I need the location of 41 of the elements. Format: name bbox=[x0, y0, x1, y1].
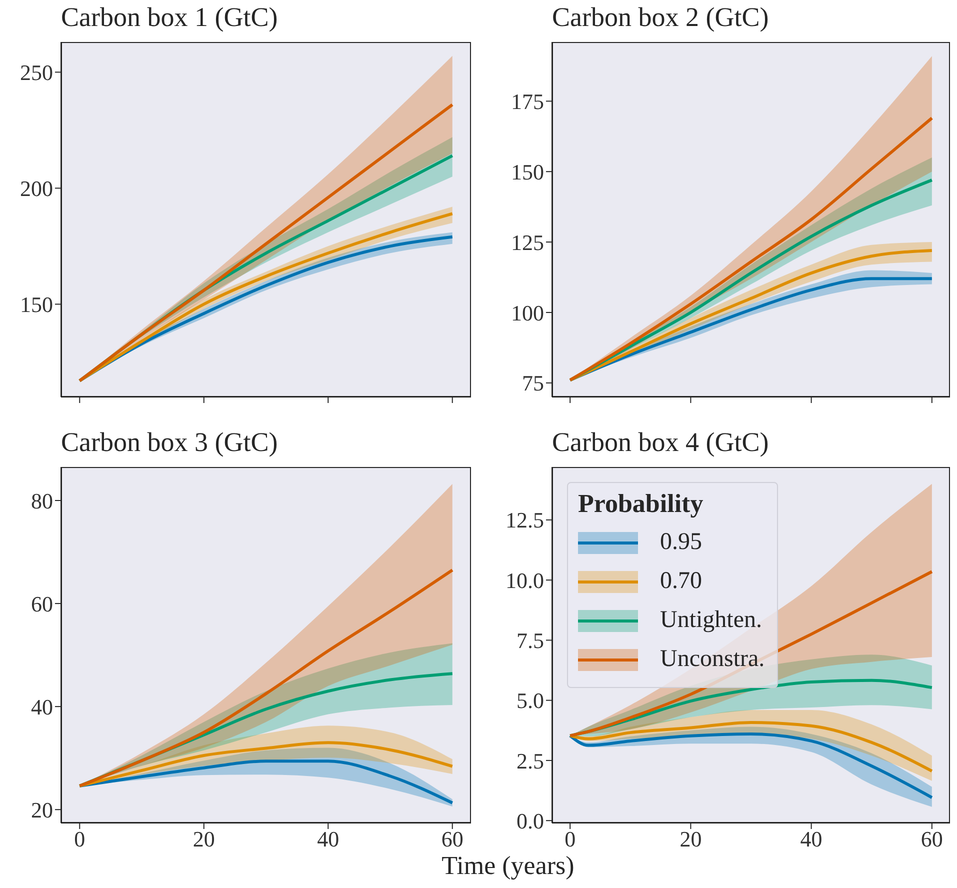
line-series bbox=[78, 568, 454, 788]
x-axis-title: Time (years) bbox=[440, 851, 576, 880]
chart-title: Carbon box 2 (GtC) bbox=[552, 2, 769, 33]
y-tick-label: 5.0 bbox=[516, 688, 544, 714]
line-series bbox=[568, 720, 934, 773]
x-tick-label: 60 bbox=[920, 826, 943, 852]
x-tick-label: 0 bbox=[74, 826, 86, 852]
chart-title: Carbon box 4 (GtC) bbox=[552, 427, 769, 458]
x-tick-label: 40 bbox=[800, 826, 822, 852]
y-tick-label: 200 bbox=[20, 176, 53, 201]
legend-label: Untighten. bbox=[660, 607, 762, 634]
x-tick-label: 20 bbox=[680, 826, 702, 852]
x-tick-label: 40 bbox=[317, 826, 340, 852]
line-series bbox=[78, 741, 454, 788]
legend-title: Probability bbox=[578, 489, 704, 519]
y-tick-label: 2.5 bbox=[516, 748, 544, 774]
line-series bbox=[568, 116, 934, 382]
y-tick-label: 125 bbox=[511, 230, 544, 255]
y-tick-label: 150 bbox=[20, 292, 53, 317]
y-tick-label: 12.5 bbox=[506, 508, 544, 533]
chart-title: Carbon box 1 (GtC) bbox=[61, 2, 278, 33]
y-tick-label: 250 bbox=[20, 60, 53, 85]
y-tick-label: 10.0 bbox=[506, 568, 544, 593]
y-tick-label: 150 bbox=[511, 159, 544, 184]
x-tick-label: 20 bbox=[192, 826, 215, 852]
y-tick-label: 80 bbox=[31, 488, 53, 514]
y-tick-label: 0.0 bbox=[516, 808, 544, 834]
line-series bbox=[568, 732, 934, 800]
y-tick-label: 20 bbox=[31, 797, 53, 822]
x-tick-label: 0 bbox=[564, 826, 576, 852]
y-tick-label: 100 bbox=[511, 300, 544, 326]
y-tick-label: 75 bbox=[522, 370, 544, 396]
y-tick-label: 40 bbox=[31, 694, 53, 720]
chart-title: Carbon box 3 (GtC) bbox=[61, 427, 278, 458]
y-tick-label: 7.5 bbox=[516, 628, 544, 653]
y-tick-label: 175 bbox=[511, 88, 544, 114]
x-tick-label: 60 bbox=[441, 826, 464, 852]
legend-label: Unconstra. bbox=[660, 646, 765, 673]
legend-label: 0.95 bbox=[660, 529, 702, 556]
legend-label: 0.70 bbox=[660, 568, 702, 595]
y-tick-label: 60 bbox=[31, 591, 53, 616]
